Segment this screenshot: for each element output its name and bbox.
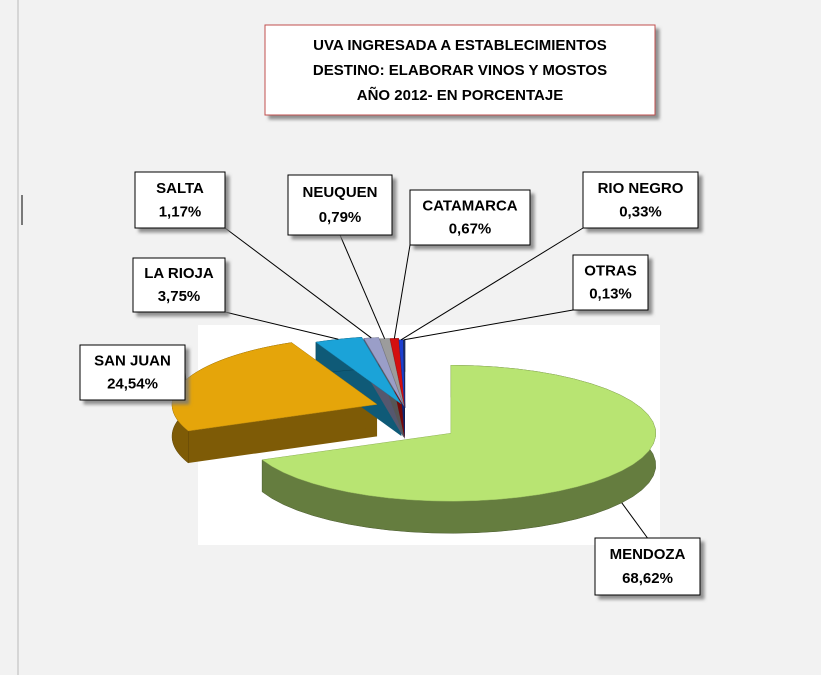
label-name: OTRAS <box>584 262 637 279</box>
label-value: 0,13% <box>589 286 632 303</box>
label-value: 0,67% <box>449 221 492 238</box>
leader-line <box>393 244 411 339</box>
label-name: NEUQUEN <box>302 184 377 201</box>
label-value: 3,75% <box>158 288 201 305</box>
label-name: MENDOZA <box>610 546 686 563</box>
slice <box>261 365 656 502</box>
label-box <box>132 257 226 313</box>
leader-line <box>621 502 648 539</box>
label-value: 24,54% <box>107 376 158 393</box>
slice <box>171 342 378 432</box>
leader-line <box>404 309 574 341</box>
label-box <box>572 254 649 311</box>
label-value: 0,79% <box>319 209 362 226</box>
chart-title: UVA INGRESADA A ESTABLECIMIENTOS <box>313 37 607 54</box>
leader-line <box>224 227 372 339</box>
label-name: SALTA <box>156 180 204 197</box>
label-name: LA RIOJA <box>144 265 214 282</box>
label-name: SAN JUAN <box>94 352 171 369</box>
slice <box>389 338 405 407</box>
slice <box>379 338 405 407</box>
leader-line <box>339 234 386 339</box>
chart-title: DESTINO: ELABORAR VINOS Y MOSTOS <box>313 62 607 79</box>
label-value: 68,62% <box>622 570 673 587</box>
label-value: 1,17% <box>159 203 202 220</box>
label-value: 0,33% <box>619 203 662 220</box>
label-box <box>582 171 699 229</box>
leader-line <box>224 311 339 340</box>
label-name: RIO NEGRO <box>598 180 684 197</box>
label-box <box>287 174 393 236</box>
label-box <box>594 537 701 596</box>
leader-line <box>400 227 584 341</box>
label-box <box>79 344 186 401</box>
title-box <box>264 24 656 116</box>
label-box <box>409 189 531 246</box>
label-name: CATAMARCA <box>422 197 517 214</box>
label-box <box>134 171 226 229</box>
chart-title: AÑO 2012- EN PORCENTAJE <box>357 86 563 104</box>
slice <box>398 339 406 408</box>
slice-cut <box>188 404 378 463</box>
slice <box>363 337 404 406</box>
